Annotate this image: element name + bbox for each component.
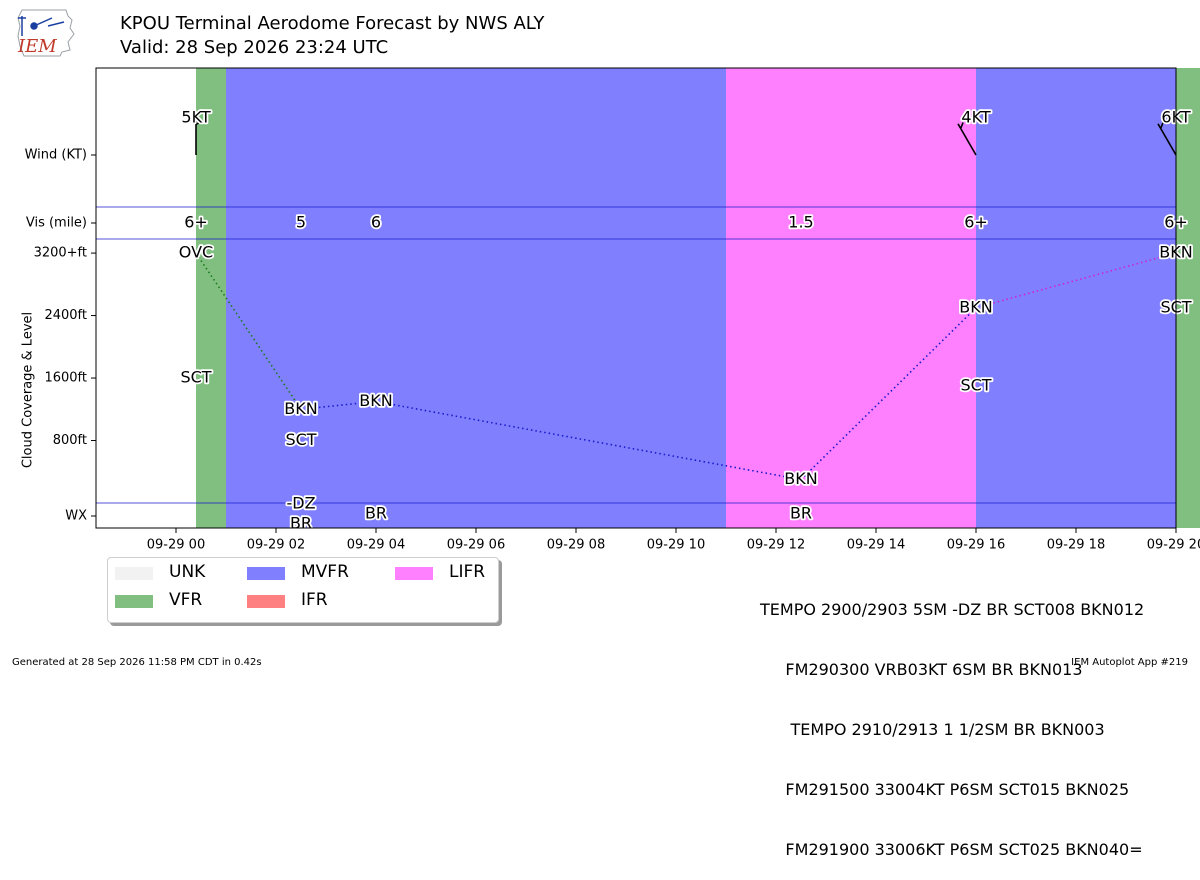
legend-swatch-ifr <box>247 595 285 608</box>
taf-text: TEMPO 2900/2903 5SM -DZ BR SCT008 BKN012… <box>760 560 1190 880</box>
cloud-label: BKN <box>284 399 317 418</box>
legend-swatch-lifr <box>395 567 433 580</box>
weather-label: BR <box>365 504 387 523</box>
y-label-vis: Vis (mile) <box>26 216 87 231</box>
wind-label: 4KT <box>961 108 990 127</box>
category-band <box>976 68 1176 528</box>
x-tick-label: 09-29 16 <box>947 538 1005 553</box>
cloud-label: BKN <box>359 391 392 410</box>
cloud-label: OVC <box>179 243 213 262</box>
legend-swatch-mvfr <box>247 567 285 580</box>
legend-swatch-unk <box>115 567 153 580</box>
visibility-label: 6+ <box>964 213 988 232</box>
y-label-cloud: 2400ft <box>44 308 87 323</box>
legend: UNK VFR MVFR IFR LIFR <box>107 557 499 623</box>
x-tick-label: 09-29 02 <box>247 538 305 553</box>
cloud-label: SCT <box>180 368 211 387</box>
visibility-label: 6+ <box>184 213 208 232</box>
footer-app: IEM Autoplot App #219 <box>1071 657 1188 668</box>
x-tick-label: 09-29 04 <box>347 538 405 553</box>
y-label-cloud: 800ft <box>53 433 87 448</box>
weather-label: BR <box>290 514 312 533</box>
visibility-label: 6 <box>371 213 381 232</box>
x-tick-label: 09-29 06 <box>447 538 505 553</box>
legend-label-vfr: VFR <box>169 590 202 610</box>
cloud-label: BKN <box>784 469 817 488</box>
taf-line: FM291500 33004KT P6SM SCT015 BKN025 <box>760 780 1190 800</box>
x-tick-label: 09-29 20 <box>1147 538 1200 553</box>
x-tick-label: 09-29 00 <box>147 538 205 553</box>
cloud-label: SCT <box>960 375 991 394</box>
x-tick-label: 09-29 14 <box>847 538 905 553</box>
x-tick-label: 09-29 18 <box>1047 538 1105 553</box>
visibility-label: 5 <box>296 213 306 232</box>
wind-label: 5KT <box>181 108 210 127</box>
category-bands <box>196 68 1200 528</box>
taf-line: TEMPO 2910/2913 1 1/2SM BR BKN003 <box>760 720 1190 740</box>
footer-generated: Generated at 28 Sep 2026 11:58 PM CDT in… <box>12 657 262 668</box>
cloud-label: BKN <box>959 297 992 316</box>
x-tick-label: 09-29 08 <box>547 538 605 553</box>
legend-label-ifr: IFR <box>301 590 328 610</box>
legend-label-mvfr: MVFR <box>301 562 349 582</box>
y-label-cloud: 1600ft <box>44 371 87 386</box>
x-tick-label: 09-29 10 <box>647 538 705 553</box>
cloud-label: SCT <box>285 430 316 449</box>
y-label-wind: Wind (KT) <box>25 148 87 163</box>
weather-label: -DZ <box>286 494 315 513</box>
category-band <box>226 68 726 528</box>
y-label-cloud: 3200+ft <box>34 246 87 261</box>
weather-label: BR <box>790 504 812 523</box>
legend-label-unk: UNK <box>169 562 205 582</box>
taf-line: TEMPO 2900/2903 5SM -DZ BR SCT008 BKN012 <box>760 600 1190 620</box>
cloud-axis-label: Cloud Coverage & Level <box>21 312 36 468</box>
taf-line: FM291900 33006KT P6SM SCT025 BKN040= <box>760 840 1190 860</box>
category-band <box>726 68 976 528</box>
y-label-wx: WX <box>65 509 87 524</box>
legend-swatch-vfr <box>115 595 153 608</box>
legend-label-lifr: LIFR <box>449 562 485 582</box>
visibility-label: 1.5 <box>788 213 813 232</box>
x-tick-label: 09-29 12 <box>747 538 805 553</box>
category-band <box>196 68 226 528</box>
